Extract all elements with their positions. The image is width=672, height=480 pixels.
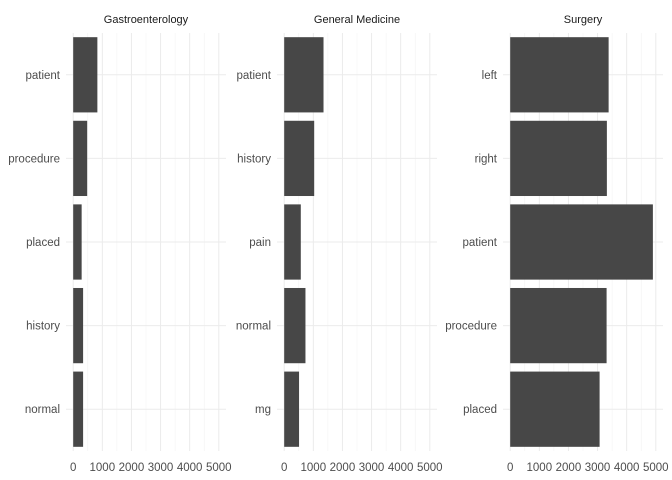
x-tick-label: 0	[70, 462, 76, 474]
bar-placed	[73, 204, 82, 280]
category-label: patient	[25, 70, 60, 82]
facet-panel-1: Gastroenterology patient procedure placed hi…	[8, 14, 231, 474]
x-tick-label: 4000	[614, 462, 640, 474]
facet-title: General Medicine	[314, 14, 400, 26]
facet-title: Surgery	[564, 14, 603, 26]
x-tick-label: 3000	[585, 462, 611, 474]
category-label: normal	[236, 321, 271, 333]
x-tick-label: 4000	[177, 462, 203, 474]
bar-patient	[73, 37, 98, 113]
bar-placed	[510, 371, 600, 447]
bar-procedure	[510, 287, 607, 364]
category-label: procedure	[8, 153, 60, 165]
category-label: left	[482, 70, 498, 82]
x-tick-label: 4000	[388, 462, 414, 474]
bar-normal	[284, 287, 306, 364]
x-tick-label: 0	[507, 462, 513, 474]
x-tick-label: 3000	[148, 462, 174, 474]
x-tick-label: 3000	[359, 462, 385, 474]
category-label: right	[475, 153, 498, 165]
category-label: mg	[255, 404, 271, 416]
x-tick-label: 2000	[330, 462, 356, 474]
bar-procedure	[73, 120, 88, 197]
bar-history	[73, 287, 84, 364]
x-tick-label: 1000	[527, 462, 553, 474]
bar-left	[510, 37, 609, 113]
x-tick-label: 5000	[643, 462, 669, 474]
x-tick-label: 1000	[90, 462, 116, 474]
x-tick-label: 5000	[417, 462, 443, 474]
category-label: history	[26, 321, 60, 333]
bar-mg	[284, 371, 300, 447]
category-label: patient	[236, 70, 271, 82]
category-label: placed	[463, 404, 497, 416]
facet-title: Gastroenterology	[104, 14, 189, 26]
bar-right	[510, 120, 607, 197]
bar-patient	[284, 37, 324, 113]
x-tick-label: 2000	[119, 462, 145, 474]
bar-patient	[510, 204, 653, 280]
facet-panel-3: Surgery left right patient procedure placed 0 1…	[445, 14, 668, 474]
category-label: pain	[249, 237, 271, 249]
category-label: history	[237, 153, 271, 165]
bar-history	[284, 120, 315, 197]
x-tick-label: 0	[281, 462, 287, 474]
x-tick-label: 1000	[301, 462, 327, 474]
category-label: placed	[26, 237, 60, 249]
bar-normal	[73, 371, 84, 447]
bar-pain	[284, 204, 301, 280]
x-tick-label: 2000	[556, 462, 582, 474]
category-label: procedure	[445, 321, 497, 333]
category-label: normal	[25, 404, 60, 416]
x-tick-label: 5000	[206, 462, 232, 474]
facet-panel-2: General Medicine patient history pain normal…	[236, 14, 443, 474]
category-label: patient	[462, 237, 497, 249]
